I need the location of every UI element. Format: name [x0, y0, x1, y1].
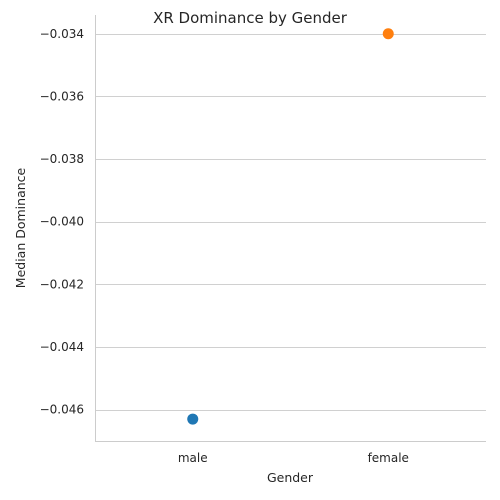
gridlines	[95, 34, 486, 411]
y-tick-label: −0.034	[40, 27, 84, 41]
y-tick-label: −0.036	[40, 89, 84, 103]
data-point-male	[187, 413, 199, 425]
data-point-female	[382, 28, 394, 40]
x-axis-title: Gender	[267, 470, 314, 485]
x-tick-label: male	[178, 451, 208, 465]
y-tick-label: −0.042	[40, 277, 84, 291]
chart-title: XR Dominance by Gender	[153, 9, 348, 27]
x-tick-labels: male female	[178, 451, 409, 465]
y-tick-label: −0.044	[40, 340, 84, 354]
y-tick-label: −0.046	[40, 403, 84, 417]
y-tick-label: −0.040	[40, 215, 84, 229]
y-tick-labels: −0.034 −0.036 −0.038 −0.040 −0.042 −0.044 −0.0…	[40, 27, 84, 417]
y-axis-title: Median Dominance	[13, 167, 28, 288]
data-points	[187, 28, 394, 425]
y-tick-label: −0.038	[40, 152, 84, 166]
x-tick-label: female	[368, 451, 409, 465]
